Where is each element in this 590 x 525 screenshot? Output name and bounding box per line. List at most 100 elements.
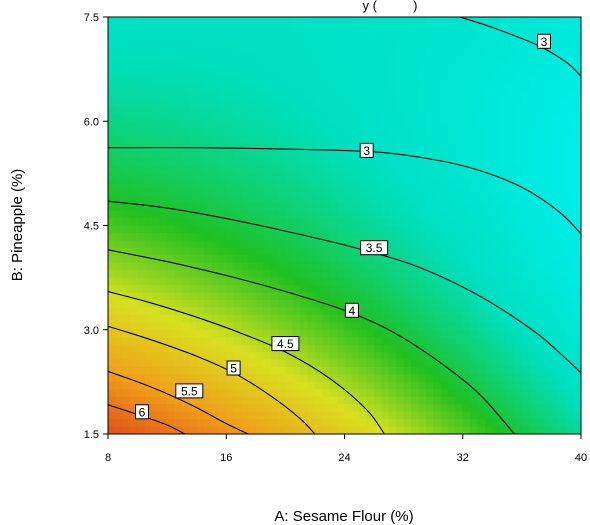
heatmap-cell bbox=[322, 203, 331, 212]
heatmap-cell bbox=[337, 91, 346, 100]
heatmap-cell bbox=[300, 411, 309, 420]
heatmap-cell bbox=[484, 39, 493, 48]
heatmap-cell bbox=[455, 195, 464, 204]
heatmap-cell bbox=[285, 39, 294, 48]
heatmap-cell bbox=[514, 299, 523, 309]
heatmap-cell bbox=[433, 329, 442, 338]
heatmap-cell bbox=[484, 381, 493, 390]
heatmap-cell bbox=[174, 255, 183, 264]
heatmap-cell bbox=[351, 359, 360, 368]
heatmap-cell bbox=[521, 91, 530, 100]
heatmap-cell bbox=[292, 128, 301, 137]
heatmap-cell bbox=[433, 314, 442, 323]
heatmap-cell bbox=[211, 39, 220, 48]
heatmap-cell bbox=[300, 143, 309, 152]
heatmap-cell bbox=[241, 61, 250, 70]
heatmap-cell bbox=[411, 173, 420, 182]
heatmap-cell bbox=[492, 195, 501, 204]
heatmap-cell bbox=[144, 17, 153, 26]
heatmap-cell bbox=[292, 173, 301, 182]
heatmap-cell bbox=[499, 337, 508, 346]
heatmap-cell bbox=[329, 337, 338, 346]
heatmap-cell bbox=[322, 240, 331, 249]
heatmap-cell bbox=[292, 247, 301, 256]
heatmap-cell bbox=[292, 84, 301, 93]
heatmap-cell bbox=[329, 46, 338, 55]
heatmap-cell bbox=[115, 411, 124, 420]
heatmap-cell bbox=[322, 232, 331, 241]
heatmap-cell bbox=[470, 151, 479, 160]
heatmap-cell bbox=[558, 381, 567, 390]
heatmap-cell bbox=[521, 337, 530, 346]
heatmap-cell bbox=[329, 352, 338, 361]
heatmap-cell bbox=[566, 225, 575, 234]
heatmap-cell bbox=[433, 352, 442, 361]
heatmap-cell bbox=[514, 322, 523, 331]
heatmap-cell bbox=[285, 136, 294, 145]
heatmap-cell bbox=[211, 285, 220, 294]
heatmap-cell bbox=[167, 307, 176, 316]
heatmap-cell bbox=[359, 270, 368, 279]
heatmap-cell bbox=[181, 292, 190, 301]
heatmap-cell bbox=[122, 396, 131, 405]
heatmap-cell bbox=[152, 225, 161, 234]
heatmap-cell bbox=[366, 113, 375, 122]
heatmap-cell bbox=[396, 17, 405, 26]
heatmap-cell bbox=[499, 225, 508, 234]
heatmap-cell bbox=[388, 210, 397, 219]
heatmap-cell bbox=[344, 218, 353, 227]
heatmap-cell bbox=[374, 314, 383, 323]
heatmap-cell bbox=[255, 232, 264, 241]
heatmap-cell bbox=[344, 247, 353, 256]
heatmap-cell bbox=[233, 411, 242, 420]
heatmap-cell bbox=[396, 225, 405, 234]
heatmap-cell bbox=[174, 113, 183, 122]
heatmap-cell bbox=[536, 158, 545, 167]
heatmap-cell bbox=[470, 69, 479, 78]
heatmap-cell bbox=[455, 292, 464, 301]
heatmap-cell bbox=[137, 180, 146, 189]
heatmap-cell bbox=[174, 61, 183, 70]
heatmap-cell bbox=[551, 143, 560, 152]
heatmap-cell bbox=[411, 203, 420, 212]
heatmap-cell bbox=[566, 314, 575, 323]
heatmap-cell bbox=[277, 232, 286, 241]
heatmap-cell bbox=[137, 106, 146, 115]
heatmap-cell bbox=[573, 366, 581, 376]
heatmap-cell bbox=[381, 404, 390, 413]
heatmap-cell bbox=[292, 98, 301, 107]
heatmap-cell bbox=[122, 381, 131, 390]
heatmap-cell bbox=[521, 359, 530, 368]
heatmap-cell bbox=[322, 314, 331, 323]
heatmap-cell bbox=[514, 307, 523, 316]
heatmap-cell bbox=[536, 285, 545, 294]
heatmap-cell bbox=[344, 31, 353, 40]
heatmap-cell bbox=[115, 285, 124, 294]
heatmap-cell bbox=[396, 106, 405, 115]
heatmap-cell bbox=[337, 277, 346, 286]
heatmap-cell bbox=[470, 218, 479, 227]
heatmap-cell bbox=[359, 61, 368, 70]
heatmap-cell bbox=[521, 374, 530, 383]
heatmap-cell bbox=[181, 396, 190, 405]
heatmap-cell bbox=[499, 381, 508, 390]
heatmap-cell bbox=[152, 165, 161, 174]
heatmap-cell bbox=[144, 61, 153, 70]
heatmap-cell bbox=[218, 374, 227, 383]
heatmap-cell bbox=[396, 344, 405, 353]
heatmap-cell bbox=[351, 396, 360, 405]
heatmap-cell bbox=[403, 285, 412, 294]
heatmap-cell bbox=[359, 46, 368, 55]
heatmap-cell bbox=[566, 136, 575, 145]
heatmap-cell bbox=[418, 307, 427, 316]
heatmap-cell bbox=[455, 299, 464, 309]
heatmap-cell bbox=[529, 352, 538, 361]
heatmap-cell bbox=[329, 232, 338, 241]
heatmap-cell bbox=[130, 46, 139, 55]
heatmap-cell bbox=[263, 247, 272, 256]
heatmap-cell bbox=[462, 404, 471, 413]
heatmap-cell bbox=[492, 39, 501, 48]
heatmap-cell bbox=[351, 17, 360, 26]
heatmap-cell bbox=[374, 381, 383, 390]
